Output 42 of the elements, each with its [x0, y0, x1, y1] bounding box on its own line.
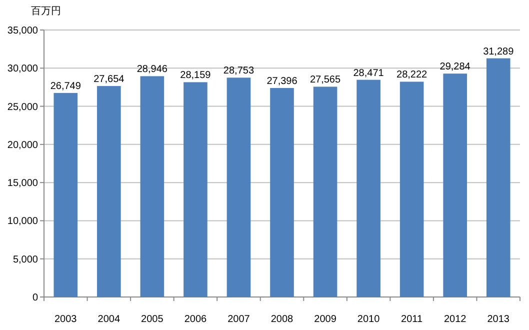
y-axis-title: 百万円: [31, 6, 61, 17]
bar: [184, 82, 208, 297]
data-label: 27,654: [94, 74, 125, 86]
data-label: 28,946: [136, 64, 168, 76]
bar: [226, 78, 251, 297]
x-tick-label: 2013: [487, 314, 510, 325]
data-label: 27,565: [310, 74, 341, 86]
y-tick-label: 5,000: [12, 254, 38, 266]
y-tick-label: 35,000: [7, 26, 38, 36]
x-tick-label: 2011: [401, 314, 424, 325]
bar: [400, 82, 424, 297]
x-tick-label: 2009: [314, 314, 337, 325]
data-label: 28,471: [353, 68, 384, 79]
data-label: 28,222: [396, 70, 428, 81]
bar: [140, 76, 164, 297]
bar: [97, 86, 121, 297]
x-tick-label: 2003: [54, 314, 78, 325]
bar: [443, 74, 467, 297]
y-tick-label: 0: [32, 292, 38, 304]
bar: [486, 58, 510, 297]
data-label: 26,749: [50, 80, 82, 92]
bar: [313, 86, 338, 297]
x-tick-label: 2010: [357, 314, 380, 325]
x-tick-label: 2007: [228, 314, 250, 325]
bar: [270, 88, 294, 297]
y-tick-label: 25,000: [7, 102, 38, 113]
x-tick-label: 2004: [98, 314, 120, 325]
data-label: 27,396: [266, 76, 298, 88]
bar: [356, 80, 380, 297]
y-tick-label: 10,000: [7, 216, 38, 228]
y-tick-label: 15,000: [7, 178, 38, 190]
data-label: 31,289: [483, 46, 514, 58]
data-label: 28,159: [180, 70, 212, 82]
x-tick-label: 2005: [141, 314, 164, 325]
y-tick-label: 20,000: [7, 140, 38, 151]
x-tick-label: 2008: [270, 314, 294, 325]
y-tick-label: 30,000: [7, 64, 38, 75]
data-label: 28,753: [223, 66, 254, 77]
x-tick-label: 2006: [184, 314, 208, 325]
data-label: 29,284: [440, 62, 471, 73]
x-tick-label: 2012: [444, 314, 467, 325]
bar: [54, 92, 78, 297]
